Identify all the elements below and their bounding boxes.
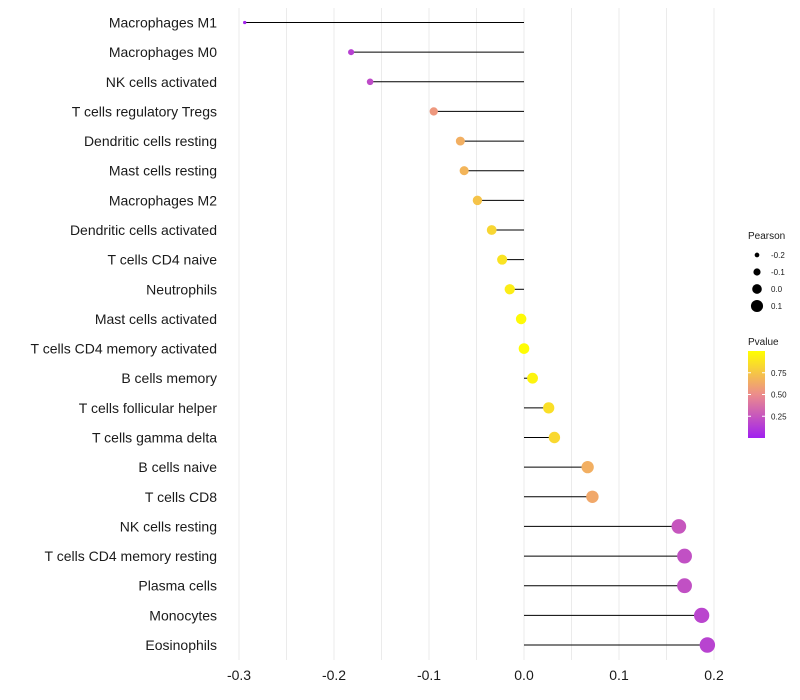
pearson-legend-key <box>750 299 764 313</box>
lollipop-point <box>366 78 374 86</box>
lollipop-point <box>694 607 710 623</box>
lollipop-point <box>518 343 530 354</box>
pearson-legend-key <box>754 252 760 258</box>
y-axis-label: Neutrophils <box>146 281 217 297</box>
y-axis-label: NK cells resting <box>120 518 217 534</box>
lollipop-point <box>472 195 483 206</box>
x-axis-tick-label: 0.0 <box>514 667 534 683</box>
y-axis-label: Dendritic cells resting <box>84 133 217 149</box>
pvalue-legend-label: 0.75 <box>771 369 787 378</box>
lollipop-point <box>699 637 716 653</box>
x-axis-tick-label: 0.2 <box>704 667 724 683</box>
lollipop-point <box>348 49 355 56</box>
y-axis-label: T cells follicular helper <box>79 400 218 416</box>
lollipop-point <box>486 225 497 235</box>
lollipop-point <box>586 490 599 503</box>
pvalue-legend-label: 0.50 <box>771 391 787 400</box>
lollipop-point <box>497 254 508 265</box>
x-axis-tick-label: 0.1 <box>609 667 629 683</box>
pearson-legend-label: -0.2 <box>771 251 785 260</box>
x-axis-tick-label: -0.3 <box>227 667 251 683</box>
pvalue-legend-title: Pvalue <box>748 337 779 348</box>
y-axis-label: Mast cells resting <box>109 163 217 179</box>
pvalue-legend-label: 0.25 <box>771 412 787 421</box>
x-axis-tick-label: -0.1 <box>417 667 441 683</box>
y-axis-label: Macrophages M2 <box>109 192 217 208</box>
pearson-legend-label: 0.0 <box>771 285 783 294</box>
y-axis-label: Dendritic cells activated <box>70 222 217 238</box>
pearson-legend-label: -0.1 <box>771 268 785 277</box>
x-axis-ticks: -0.3 -0.2 -0.1 0.0 0.1 0.2 <box>227 667 724 683</box>
lollipop-point <box>515 313 527 325</box>
y-axis-label: T cells CD4 memory resting <box>45 548 217 564</box>
lollipop-point <box>459 166 469 176</box>
lollipop-point <box>455 136 465 146</box>
y-axis-label: B cells memory <box>121 370 217 386</box>
pvalue-legend: Pvalue 0.75 0.50 0.25 <box>748 337 787 438</box>
y-axis-label: T cells CD4 naive <box>108 252 218 268</box>
lollipop-point <box>429 107 438 116</box>
y-axis-label: Monocytes <box>149 607 217 623</box>
pearson-legend-key <box>753 268 761 276</box>
y-axis-label: Plasma cells <box>138 578 217 594</box>
lollipop-point <box>677 578 692 594</box>
lollipop-point <box>677 548 692 564</box>
y-axis-label: T cells regulatory Tregs <box>72 103 217 119</box>
pearson-legend-key <box>752 284 762 294</box>
y-axis-label: NK cells activated <box>106 74 217 90</box>
y-axis-label: T cells gamma delta <box>92 430 217 446</box>
y-axis-label: T cells CD4 memory activated <box>31 341 217 357</box>
x-axis-tick-label: -0.2 <box>322 667 346 683</box>
pearson-legend: Pearson -0.2 -0.1 0.0 0.1 <box>748 231 785 313</box>
y-axis-label: Macrophages M0 <box>109 44 217 60</box>
y-axis-label: Mast cells activated <box>95 311 217 327</box>
y-axis-label: Eosinophils <box>145 637 217 653</box>
lollipop-point <box>671 519 687 534</box>
points-layer <box>243 20 716 653</box>
lollipop-point <box>527 372 538 384</box>
y-axis-label: Macrophages M1 <box>109 15 217 31</box>
lollipop-point <box>543 402 555 414</box>
lollipop-point <box>243 20 247 25</box>
y-axis-label: T cells CD8 <box>145 489 217 505</box>
lollipop-point <box>548 431 561 444</box>
lollipop-point <box>581 460 594 474</box>
lollipop-point <box>504 284 515 295</box>
grid-layer <box>238 8 715 660</box>
y-axis-labels: Macrophages M1 Macrophages M0 NK cells act… <box>31 15 218 654</box>
y-axis-label: B cells naive <box>138 459 217 475</box>
pvalue-colorbar <box>748 351 765 438</box>
pearson-legend-label: 0.1 <box>771 302 783 311</box>
pearson-legend-title: Pearson <box>748 231 785 242</box>
